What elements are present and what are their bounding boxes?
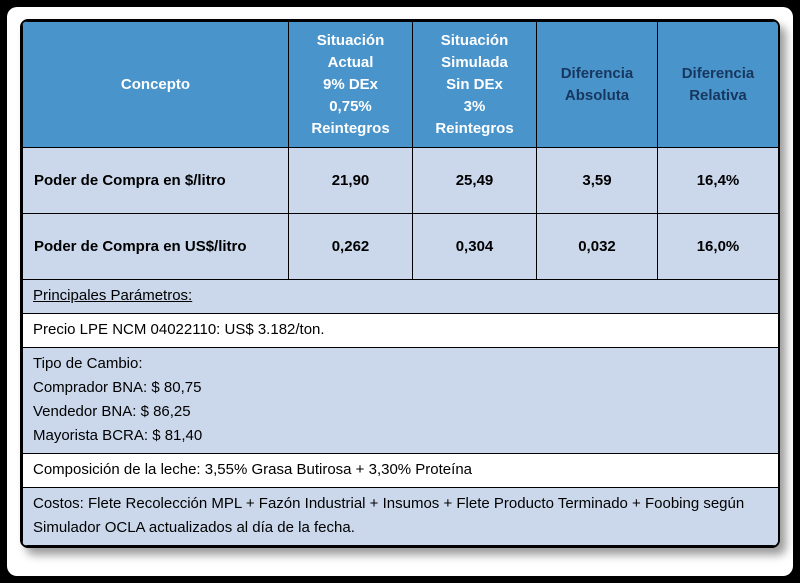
note-row-costos: Costos: Flete Recolección MPL + Fazón In… bbox=[22, 487, 778, 546]
value-cell: 0,032 bbox=[536, 213, 658, 280]
note-text: Tipo de Cambio: Comprador BNA: $ 80,75 V… bbox=[22, 347, 778, 454]
note-text: Composición de la leche: 3,55% Grasa But… bbox=[22, 453, 778, 488]
table-row-poder-compra-pesos: Poder de Compra en $/litro 21,90 25,49 3… bbox=[22, 147, 778, 214]
value-cell: 16,0% bbox=[657, 213, 778, 280]
value-cell: 16,4% bbox=[657, 147, 778, 214]
note-text: Principales Parámetros: bbox=[22, 279, 778, 314]
row-label: Poder de Compra en $/litro bbox=[22, 147, 289, 214]
note-row-tipo-de-cambio: Tipo de Cambio: Comprador BNA: $ 80,75 V… bbox=[22, 347, 778, 454]
table-header-row: Concepto Situación Actual 9% DEx 0,75% R… bbox=[22, 21, 778, 148]
header-cell-situacion-simulada: Situación Simulada Sin DEx 3% Reintegros bbox=[412, 21, 537, 148]
value-cell: 0,304 bbox=[412, 213, 537, 280]
comparison-table: Concepto Situación Actual 9% DEx 0,75% R… bbox=[22, 21, 778, 546]
value-cell: 0,262 bbox=[288, 213, 413, 280]
header-cell-diferencia-absoluta: Diferencia Absoluta bbox=[536, 21, 658, 148]
note-row-precio-lpe: Precio LPE NCM 04022110: US$ 3.182/ton. bbox=[22, 313, 778, 348]
table-row-poder-compra-dolares: Poder de Compra en US$/litro 0,262 0,304… bbox=[22, 213, 778, 280]
note-text: Precio LPE NCM 04022110: US$ 3.182/ton. bbox=[22, 313, 778, 348]
header-cell-situacion-actual: Situación Actual 9% DEx 0,75% Reintegros bbox=[288, 21, 413, 148]
value-cell: 21,90 bbox=[288, 147, 413, 214]
header-cell-diferencia-relativa: Diferencia Relativa bbox=[657, 21, 778, 148]
note-row-principales-parametros: Principales Parámetros: bbox=[22, 279, 778, 314]
value-cell: 25,49 bbox=[412, 147, 537, 214]
note-text: Costos: Flete Recolección MPL + Fazón In… bbox=[22, 487, 778, 546]
note-row-composicion-leche: Composición de la leche: 3,55% Grasa But… bbox=[22, 453, 778, 488]
header-cell-concepto: Concepto bbox=[22, 21, 289, 148]
value-cell: 3,59 bbox=[536, 147, 658, 214]
content-panel: Concepto Situación Actual 9% DEx 0,75% R… bbox=[7, 7, 793, 576]
table-frame: Concepto Situación Actual 9% DEx 0,75% R… bbox=[20, 19, 780, 548]
row-label: Poder de Compra en US$/litro bbox=[22, 213, 289, 280]
